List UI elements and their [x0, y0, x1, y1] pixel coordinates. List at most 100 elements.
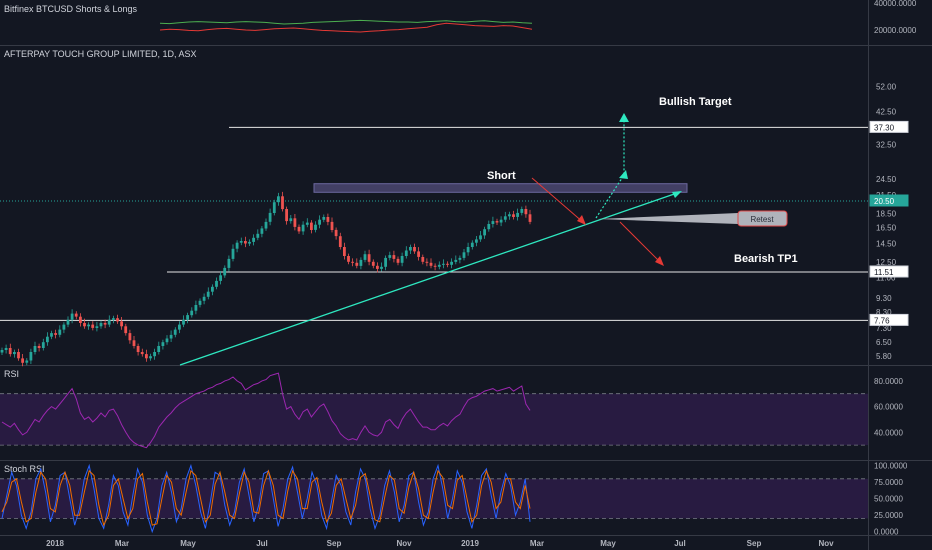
candle-body-4 [17, 352, 20, 359]
price-y-tick-12: 7.30 [876, 324, 892, 333]
price-y-tick-14: 5.80 [876, 352, 892, 361]
candle-73 [301, 221, 305, 235]
candle-102 [421, 254, 425, 265]
candle-23 [95, 321, 99, 332]
candle-118 [487, 220, 491, 232]
candle-74 [305, 218, 309, 228]
candle-body-41 [169, 334, 173, 339]
price-tag-box-0 [869, 120, 909, 133]
retest-pointer [598, 213, 738, 224]
candle-52 [215, 277, 218, 290]
candle-100 [413, 243, 416, 254]
candle-94 [388, 251, 392, 261]
candle-body-53 [219, 275, 222, 281]
candle-body-63 [260, 228, 264, 234]
candle-39 [161, 339, 165, 350]
candle-body-75 [310, 222, 313, 230]
candle-110 [454, 255, 458, 265]
candle-body-13 [54, 333, 57, 335]
candle-109 [450, 258, 453, 269]
candle-body-2 [8, 348, 12, 355]
candle-9 [37, 343, 41, 352]
candle-body-60 [248, 241, 251, 244]
candle-21 [87, 322, 90, 330]
candle-106 [437, 261, 441, 270]
price-tag-box-3 [869, 313, 909, 326]
candle-body-112 [462, 252, 466, 258]
price-y-tick-2: 32.50 [876, 140, 897, 149]
candle-body-55 [227, 258, 231, 268]
rsi-pane: RSI 80.0000 60.0000 40.0000 [0, 369, 903, 449]
candle-61 [252, 234, 255, 246]
candle-body-49 [202, 296, 206, 301]
candle-2 [8, 343, 12, 357]
candle-128 [528, 209, 532, 225]
candle-72 [297, 224, 301, 234]
candle-121 [499, 216, 503, 227]
candle-71 [293, 214, 297, 231]
candle-body-64 [264, 221, 268, 229]
candle-body-110 [454, 259, 458, 262]
candle-body-32 [132, 340, 136, 346]
candle-93 [384, 255, 387, 271]
candle-body-124 [512, 214, 515, 217]
candle-body-125 [516, 212, 519, 217]
candle-96 [396, 256, 400, 266]
price-y-tick-3: 24.50 [876, 175, 897, 184]
candle-26 [107, 315, 111, 328]
candle-body-17 [70, 313, 74, 320]
candle-body-5 [21, 358, 24, 363]
candle-50 [206, 287, 210, 300]
candle-body-46 [190, 310, 194, 316]
price-y-tick-0: 52.00 [876, 83, 897, 92]
time-axis: 2018 Mar May Jul Sep Nov 2019 Mar May Jul Sep Nov [46, 539, 834, 548]
candle-body-117 [483, 229, 486, 236]
candle-25 [103, 319, 107, 329]
candle-57 [235, 240, 239, 253]
candle-81 [334, 227, 338, 240]
candle-body-79 [326, 217, 330, 222]
candle-body-10 [41, 342, 45, 348]
candle-body-99 [409, 247, 412, 251]
candle-11 [46, 332, 49, 346]
short-zone-box [313, 183, 688, 193]
candle-65 [268, 208, 272, 226]
candle-27 [112, 315, 115, 324]
candle-104 [429, 258, 433, 269]
candle-body-86 [355, 262, 359, 266]
stoch-pane: Stoch RSI 100.0000 75.0000 50.0000 25.0000 0… [0, 462, 908, 537]
candle-125 [516, 208, 519, 221]
time-tick-8: May [600, 539, 616, 548]
candle-body-114 [470, 242, 474, 247]
candle-body-54 [223, 267, 227, 276]
candle-body-44 [182, 319, 185, 325]
candle-body-84 [347, 256, 350, 262]
candle-body-1 [4, 348, 8, 350]
candle-64 [264, 218, 268, 231]
candle-body-15 [62, 324, 66, 330]
candle-body-61 [252, 237, 255, 242]
candle-53 [219, 271, 222, 285]
candle-body-95 [392, 255, 396, 259]
candle-body-27 [112, 318, 115, 320]
candle-78 [322, 214, 326, 223]
stoch-y-tick-3: 25.0000 [874, 511, 903, 520]
candle-28 [116, 314, 119, 324]
bullish-projection-path [595, 118, 625, 219]
candle-body-9 [37, 346, 41, 348]
candle-body-72 [297, 226, 301, 232]
time-tick-2: May [180, 539, 196, 548]
candle-79 [326, 213, 330, 226]
time-tick-5: Nov [396, 539, 412, 548]
candle-body-31 [128, 333, 132, 341]
price-tag-label-1: 20.50 [874, 197, 895, 206]
candle-103 [425, 258, 429, 267]
candle-86 [355, 258, 359, 269]
candle-66 [272, 199, 276, 216]
price-tag-box-2 [869, 265, 909, 278]
candle-37 [153, 348, 156, 360]
candle-80 [330, 217, 334, 233]
